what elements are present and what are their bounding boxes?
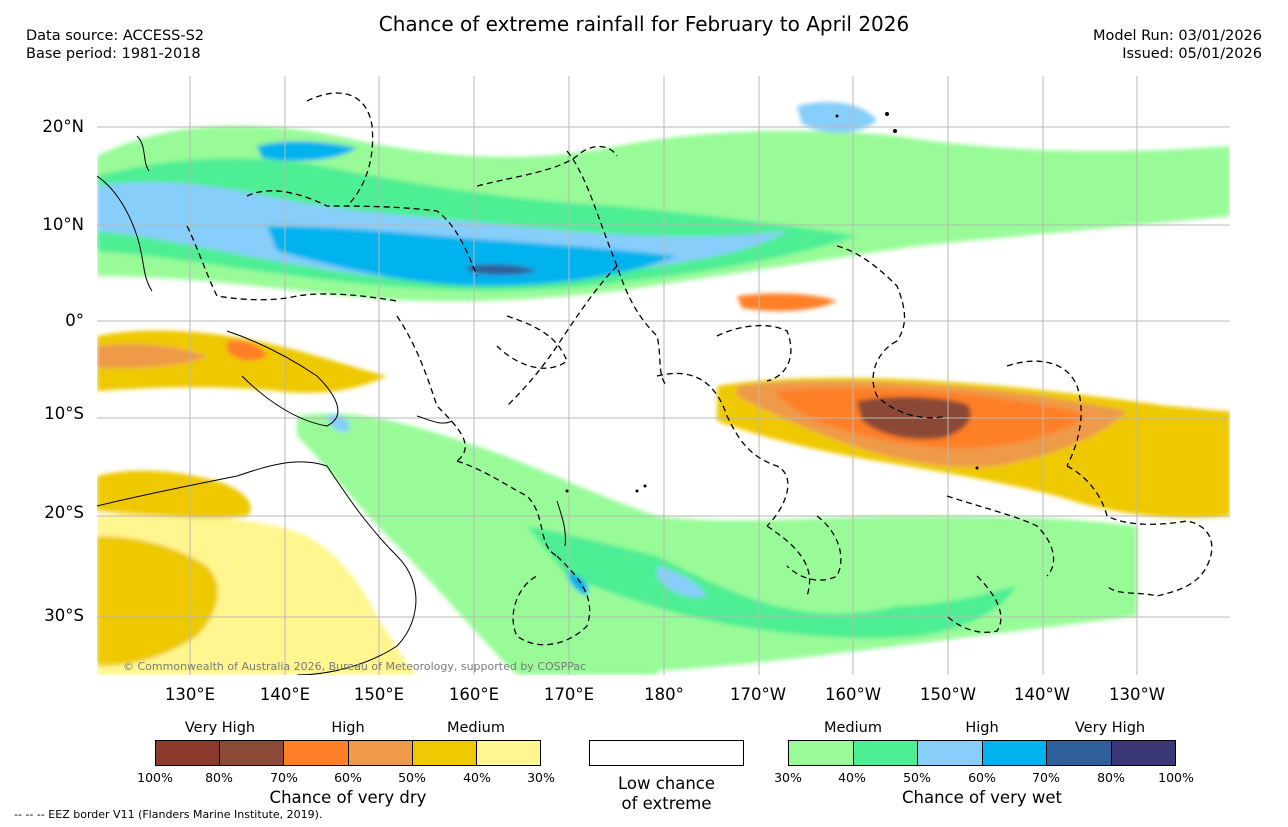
wet-swatch [853,741,918,765]
map-credit: © Commonwealth of Australia 2026, Bureau… [123,660,587,673]
wet-tick-label: 40% [838,770,866,785]
lat-label: 0° [65,311,84,330]
low-swatch [590,741,743,765]
low-caption-line: of extreme [621,794,712,813]
low-chance-caption: Low chance of extreme [589,774,744,814]
lon-label: 140°W [1013,685,1071,704]
wet-caption: Chance of very wet [902,788,1062,807]
dry-category-label: High [331,720,365,736]
dry-swatch [348,741,413,765]
low-chance-swatch [589,740,744,766]
eez-borders [186,92,1213,646]
lon-label: 170°E [543,685,595,704]
dry-tick-label: 70% [270,770,298,785]
dry-tick-label: 80% [205,770,233,785]
dry-swatch [156,741,221,765]
dry-tick-label: 40% [463,770,491,785]
islands [565,112,979,493]
lat-label: 10°N [42,215,84,234]
coastlines [97,135,566,675]
low-caption-line: Low chance [617,774,716,793]
dry-region-maritime [97,330,387,393]
lon-label: 140°E [259,685,311,704]
rainfall-map [97,76,1230,675]
lon-label: 130°W [1108,685,1166,704]
wet-tick-label: 60% [968,770,996,785]
wet-swatch [1111,741,1175,765]
lat-label: 10°S [44,404,84,423]
lon-label: 130°E [164,685,216,704]
dry-tick-label: 50% [398,770,426,785]
lon-label: 160°W [824,685,882,704]
wet-swatch [789,741,854,765]
wet-tick-label: 70% [1032,770,1060,785]
lon-label: 180° [644,685,684,704]
map-title: Chance of extreme rainfall for February … [378,12,910,36]
wet-tick-label: 30% [774,770,802,785]
dry-swatch [284,741,349,765]
dry-tick-label: 100% [137,770,173,785]
lat-label: 30°S [44,606,84,625]
source-info: Data source: ACCESS-S2 Base period: 1981… [26,27,204,63]
wet-category-label: Very High [1074,720,1146,736]
lon-label: 150°E [353,685,405,704]
dry-region-central [717,293,1230,518]
wet-swatch [1047,741,1112,765]
wet-region-south [297,413,1137,675]
lon-label: 160°E [448,685,500,704]
dry-swatch [220,741,285,765]
lat-label: 20°S [44,503,84,522]
lon-label: 150°W [919,685,977,704]
dry-region-australia [97,470,417,675]
wet-swatch [982,741,1047,765]
data-source: Data source: ACCESS-S2 [26,28,205,44]
graticule [97,76,1230,675]
lat-label: 20°N [42,117,84,136]
dry-colorbar [155,740,541,766]
lon-label: 170°W [729,685,787,704]
issued-date: Issued: 05/01/2026 [1122,46,1262,62]
run-info: Model Run: 03/01/2026 Issued: 05/01/2026 [1093,27,1262,63]
wet-tick-label: 50% [903,770,931,785]
dry-caption: Chance of very dry [269,788,427,807]
dry-tick-label: 60% [334,770,362,785]
wet-tick-label: 80% [1097,770,1125,785]
wet-colorbar [788,740,1176,766]
dry-category-label: Very High [184,720,256,736]
dry-swatch [412,741,477,765]
wet-swatch [918,741,983,765]
wet-category-label: Medium [824,720,882,736]
dry-tick-label: 30% [527,770,555,785]
dry-swatch [476,741,541,765]
wet-tick-label: 100% [1158,770,1194,785]
dry-category-label: Medium [447,720,505,736]
wet-category-label: High [965,720,999,736]
eez-footnote: -- -- -- EEZ border V11 (Flanders Marine… [14,808,323,821]
model-run: Model Run: 03/01/2026 [1092,28,1262,44]
base-period: Base period: 1981-2018 [26,46,201,62]
